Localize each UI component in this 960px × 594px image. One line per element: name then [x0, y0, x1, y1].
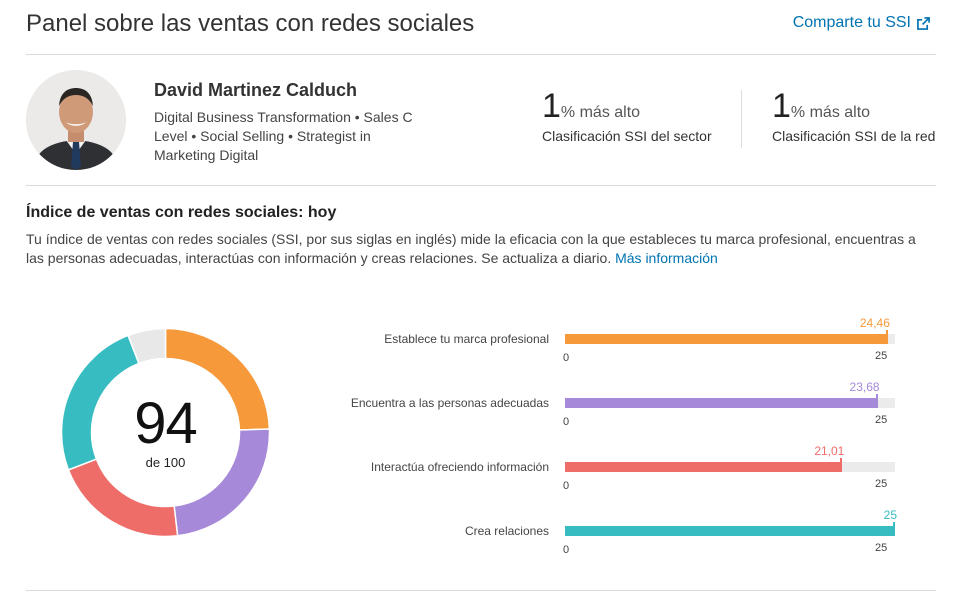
bar-value-label: 24,46 — [859, 316, 890, 330]
network-rank-label: Clasificación SSI de la red — [772, 128, 936, 144]
bar-row: Interactúa ofreciendo información 21,01 0 2… — [0, 432, 960, 492]
ssi-description-text: Tu índice de ventas con redes sociales (… — [26, 231, 916, 266]
bar-axis-min: 0 — [563, 416, 570, 428]
bar-track — [565, 394, 895, 408]
bar-row: Establece tu marca profesional 24,46 0 25 — [0, 304, 960, 364]
bar-label: Encuentra a las personas adecuadas — [350, 396, 549, 410]
ssi-component-bars: Establece tu marca profesional 24,46 0 25 En… — [0, 300, 960, 570]
profile-headline: Digital Business Transformation • Sales … — [154, 109, 413, 163]
ssi-description: Tu índice de ventas con redes sociales (… — [26, 230, 936, 268]
bar-value-marker — [840, 458, 843, 472]
ssi-score-of-label: de 100 — [145, 455, 186, 470]
bar-value-label: 25 — [883, 508, 897, 522]
ssi-score: 94 de 100 — [60, 327, 271, 538]
bar-track — [565, 522, 895, 536]
bar-track — [565, 458, 895, 472]
bar-label: Establece tu marca profesional — [384, 332, 549, 346]
bar-axis-max: 25 — [875, 478, 888, 490]
bar-axis-min: 0 — [563, 352, 570, 364]
profile-name[interactable]: David Martinez Calduch — [154, 80, 358, 100]
industry-rank-label: Clasificación SSI del sector — [542, 128, 712, 144]
bar-axis-min: 0 — [563, 544, 570, 556]
footer-divider — [26, 590, 936, 591]
bar-fill — [565, 398, 878, 408]
page-title: Panel sobre las ventas con redes sociale… — [26, 10, 475, 37]
bar-axis-max: 25 — [875, 350, 888, 362]
ssi-score-donut — [60, 327, 271, 538]
bar-value-label: 23,68 — [849, 380, 880, 394]
share-ssi-label: Comparte tu SSI — [792, 14, 911, 31]
donut-segment-remainder — [127, 327, 167, 365]
bar-row: Encuentra a las personas adecuadas 23,68 0… — [0, 368, 960, 428]
bar-axis-max: 25 — [875, 542, 888, 554]
rank-divider — [741, 90, 742, 148]
industry-rank: 1% más alto Clasificación SSI del sector — [542, 88, 712, 144]
bar-axis-min: 0 — [563, 480, 570, 492]
ssi-section-title: Índice de ventas con redes sociales: hoy — [26, 204, 337, 221]
bar-value-marker — [893, 522, 895, 536]
bar-track — [565, 330, 895, 344]
bar-value-marker — [875, 394, 878, 408]
industry-rank-suffix: % más alto — [560, 104, 641, 121]
external-link-icon — [917, 16, 930, 30]
network-rank-suffix: % más alto — [790, 104, 871, 121]
share-ssi-link[interactable]: Comparte tu SSI — [793, 14, 930, 32]
avatar[interactable] — [26, 70, 126, 170]
bar-fill — [565, 334, 888, 344]
network-rank: 1% más alto Clasificación SSI de la red — [772, 88, 935, 144]
bar-fill — [565, 462, 843, 472]
network-rank-value: 1 — [772, 87, 791, 125]
bar-value-marker — [885, 330, 888, 344]
bar-row: Crea relaciones 25 0 25 — [0, 496, 960, 556]
page-header: Panel sobre las ventas con redes sociale… — [26, 0, 936, 55]
ssi-score-value: 94 — [134, 391, 198, 456]
industry-rank-value: 1 — [542, 87, 561, 125]
profile-section: David Martinez Calduch Digital Business … — [26, 56, 936, 186]
bar-label: Interactúa ofreciendo información — [370, 460, 549, 474]
avatar-portrait-icon — [26, 70, 126, 170]
bar-label: Crea relaciones — [464, 524, 549, 538]
more-info-link[interactable]: Más información — [615, 250, 718, 266]
bar-axis-max: 25 — [875, 414, 888, 426]
bar-fill — [565, 526, 895, 536]
bar-value-label: 21,01 — [814, 444, 845, 458]
